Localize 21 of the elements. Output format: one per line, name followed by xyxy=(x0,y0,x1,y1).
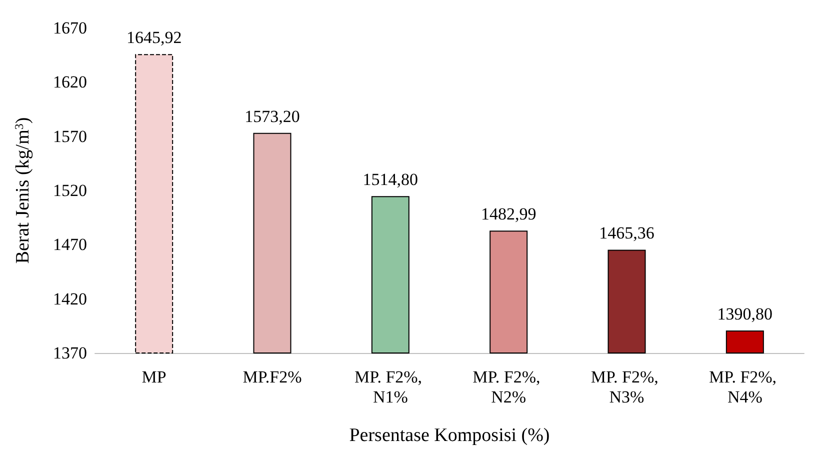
x-axis-title: Persentase Komposisi (%) xyxy=(349,425,550,446)
y-tick-label: 1570 xyxy=(53,126,87,146)
y-axis-title: Berat Jenis (kg/m3) xyxy=(12,117,34,264)
y-tick-label: 1620 xyxy=(53,72,87,92)
y-tick-label: 1470 xyxy=(53,235,87,254)
x-tick-label: MP xyxy=(142,368,166,386)
y-tick-label: 1520 xyxy=(53,181,87,200)
data-label: 1514,80 xyxy=(362,170,418,190)
x-tick-label: MP. F2%, N3% xyxy=(590,368,663,406)
x-tick-label: MP. F2%, N1% xyxy=(354,368,426,406)
data-label: 1482,99 xyxy=(480,204,536,224)
data-label: 1390,80 xyxy=(717,304,773,324)
data-label: 1573,20 xyxy=(244,106,300,126)
data-label: 1465,36 xyxy=(599,224,654,243)
x-tick-label: MP.F2% xyxy=(242,368,302,386)
y-tick-label: 1420 xyxy=(53,289,87,308)
y-tick-label: 1370 xyxy=(53,344,87,362)
x-tick-label: MP. F2%, N2% xyxy=(472,368,544,406)
y-tick-label: 1670 xyxy=(53,18,87,38)
x-tick-label: MP. F2%, N4% xyxy=(709,368,781,406)
data-label: 1645,92 xyxy=(126,28,182,48)
